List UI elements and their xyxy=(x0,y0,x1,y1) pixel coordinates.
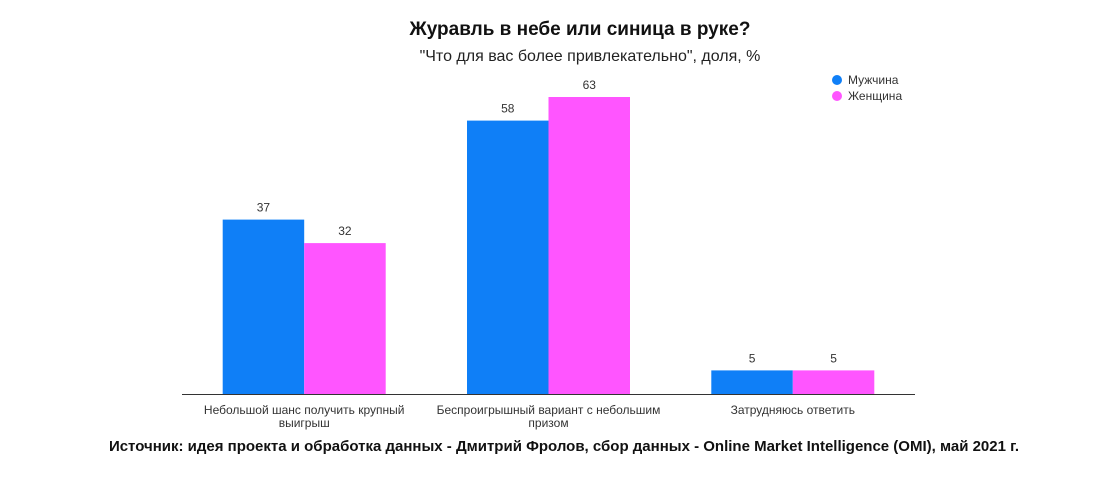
category-label-line: призом xyxy=(528,416,568,430)
category-label-0: Небольшой шанс получить крупный выигрыш xyxy=(204,403,405,430)
bar-men-2 xyxy=(711,370,793,394)
legend-swatch-women xyxy=(832,91,842,101)
chart-title: Журавль в небе или синица в руке? xyxy=(409,19,751,40)
bar-men-1 xyxy=(467,120,549,394)
data-label-women-2: 5 xyxy=(830,351,837,365)
chart-subtitle: "Что для вас более привлекательно", доля… xyxy=(419,48,761,65)
category-label-line: Беспроигрышный вариант с небольшим xyxy=(437,403,661,417)
data-label-men-0: 37 xyxy=(257,201,271,215)
data-label-men-2: 5 xyxy=(749,351,756,365)
bar-women-1 xyxy=(548,97,630,394)
bar-women-2 xyxy=(792,370,875,394)
source-note: Источник: идея проекта и обработка данны… xyxy=(108,438,1020,455)
category-label-1: Беспроигрышный вариант с небольшим призом xyxy=(437,403,661,430)
category-label-line: выигрыш xyxy=(279,416,330,430)
data-label-men-1: 58 xyxy=(501,102,515,116)
bar-men-0 xyxy=(222,219,305,394)
legend: Мужчина Женщина xyxy=(832,72,902,104)
data-label-women-1: 63 xyxy=(583,78,597,92)
legend-label-women: Женщина xyxy=(848,89,903,103)
legend-item-men: Мужчина xyxy=(832,72,902,88)
category-label-line: Небольшой шанс получить крупный xyxy=(204,403,405,417)
bar-women-0 xyxy=(304,243,386,394)
legend-item-women: Женщина xyxy=(832,88,902,104)
legend-swatch-men xyxy=(832,75,842,85)
legend-label-men: Мужчина xyxy=(848,73,899,87)
data-label-women-0: 32 xyxy=(338,224,352,238)
category-label-line: Затрудняюсь ответить xyxy=(731,403,855,417)
category-label-2: Затрудняюсь ответить xyxy=(731,403,855,417)
